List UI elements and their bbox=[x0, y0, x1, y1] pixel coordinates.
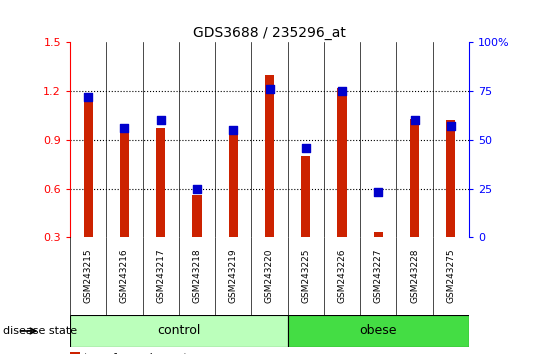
Point bbox=[192, 185, 201, 191]
Bar bbox=[374, 232, 383, 237]
Point bbox=[374, 189, 383, 195]
Text: GSM243217: GSM243217 bbox=[156, 249, 165, 303]
Text: GSM243227: GSM243227 bbox=[374, 249, 383, 303]
Text: GSM243215: GSM243215 bbox=[84, 249, 93, 303]
Bar bbox=[410, 119, 419, 237]
Point bbox=[229, 127, 238, 133]
Text: transformed count: transformed count bbox=[84, 353, 188, 354]
Point bbox=[120, 125, 129, 131]
Text: disease state: disease state bbox=[3, 326, 77, 336]
Point bbox=[301, 145, 310, 150]
Bar bbox=[120, 133, 129, 237]
Bar bbox=[192, 195, 202, 237]
Text: GSM243225: GSM243225 bbox=[301, 249, 310, 303]
Text: GSM243220: GSM243220 bbox=[265, 249, 274, 303]
Text: GSM243216: GSM243216 bbox=[120, 249, 129, 303]
Bar bbox=[446, 120, 455, 237]
Text: GSM243275: GSM243275 bbox=[446, 249, 455, 303]
Bar bbox=[229, 130, 238, 237]
Text: obese: obese bbox=[360, 325, 397, 337]
Text: GSM243219: GSM243219 bbox=[229, 249, 238, 303]
Title: GDS3688 / 235296_at: GDS3688 / 235296_at bbox=[193, 26, 346, 40]
Point bbox=[84, 94, 93, 100]
Bar bbox=[301, 156, 310, 237]
Point bbox=[156, 118, 165, 123]
Bar bbox=[288, 315, 469, 347]
Point bbox=[265, 86, 274, 92]
Text: GSM243226: GSM243226 bbox=[337, 249, 347, 303]
Bar bbox=[84, 93, 93, 237]
Bar bbox=[265, 75, 274, 237]
Bar bbox=[337, 88, 347, 237]
Bar bbox=[70, 315, 288, 347]
Bar bbox=[70, 352, 80, 354]
Text: GSM243228: GSM243228 bbox=[410, 249, 419, 303]
Text: control: control bbox=[157, 325, 201, 337]
Bar bbox=[156, 129, 165, 237]
Point bbox=[410, 118, 419, 123]
Point bbox=[338, 88, 347, 94]
Point bbox=[446, 123, 455, 129]
Text: GSM243218: GSM243218 bbox=[192, 249, 202, 303]
